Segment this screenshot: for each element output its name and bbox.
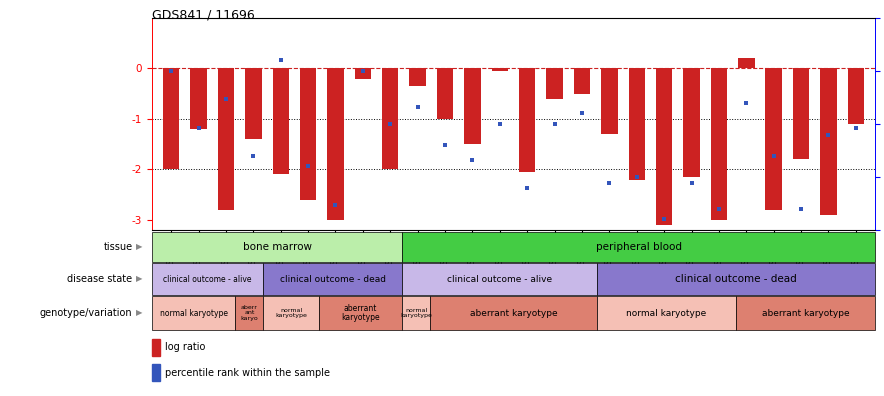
Bar xyxy=(629,69,645,179)
Text: clinical outcome - alive: clinical outcome - alive xyxy=(447,274,552,284)
Bar xyxy=(848,69,864,124)
Text: GDS841 / 11696: GDS841 / 11696 xyxy=(152,8,255,21)
Bar xyxy=(793,69,809,159)
Text: peripheral blood: peripheral blood xyxy=(596,242,682,252)
Text: aberr
ant
karyo: aberr ant karyo xyxy=(240,305,258,321)
Text: bone marrow: bone marrow xyxy=(242,242,312,252)
Bar xyxy=(431,296,597,330)
Text: genotype/variation: genotype/variation xyxy=(40,308,133,318)
Text: percentile rank within the sample: percentile rank within the sample xyxy=(165,367,330,377)
Bar xyxy=(382,69,399,169)
Text: normal
karyotype: normal karyotype xyxy=(400,308,432,318)
Bar xyxy=(597,296,736,330)
Bar xyxy=(519,69,536,172)
Bar xyxy=(820,69,836,215)
Bar xyxy=(327,69,344,220)
Text: normal
karyotype: normal karyotype xyxy=(275,308,307,318)
Bar xyxy=(190,69,207,129)
Bar xyxy=(152,364,160,381)
Text: clinical outcome - alive: clinical outcome - alive xyxy=(164,274,252,284)
Bar xyxy=(235,296,263,330)
Text: log ratio: log ratio xyxy=(165,343,205,352)
Text: ▶: ▶ xyxy=(136,308,142,318)
Bar xyxy=(597,263,875,295)
Bar xyxy=(711,69,728,220)
Bar xyxy=(263,263,402,295)
Bar xyxy=(402,232,875,262)
Bar xyxy=(766,69,781,210)
Text: ▶: ▶ xyxy=(136,242,142,251)
Bar xyxy=(300,69,316,200)
Bar xyxy=(263,296,319,330)
Bar xyxy=(272,69,289,175)
Bar xyxy=(402,263,597,295)
Bar xyxy=(163,69,179,169)
Bar xyxy=(152,263,263,295)
Bar xyxy=(354,69,371,78)
Bar xyxy=(409,69,426,86)
Text: aberrant karyotype: aberrant karyotype xyxy=(469,308,557,318)
Bar xyxy=(464,69,481,144)
Bar xyxy=(319,296,402,330)
Bar xyxy=(245,69,262,139)
Text: normal karyotype: normal karyotype xyxy=(627,308,706,318)
Bar xyxy=(736,296,875,330)
Bar xyxy=(546,69,563,99)
Text: aberrant
karyotype: aberrant karyotype xyxy=(341,304,380,322)
Bar xyxy=(492,69,508,71)
Text: clinical outcome - dead: clinical outcome - dead xyxy=(675,274,796,284)
Bar xyxy=(217,69,234,210)
Bar xyxy=(601,69,618,134)
Bar xyxy=(152,232,402,262)
Bar xyxy=(152,296,235,330)
Text: clinical outcome - dead: clinical outcome - dead xyxy=(279,274,385,284)
Bar xyxy=(402,296,431,330)
Bar xyxy=(574,69,591,94)
Bar xyxy=(683,69,700,177)
Text: aberrant karyotype: aberrant karyotype xyxy=(762,308,850,318)
Bar xyxy=(738,58,755,69)
Bar xyxy=(152,339,160,356)
Text: normal karyotype: normal karyotype xyxy=(160,308,228,318)
Bar xyxy=(656,69,673,225)
Text: disease state: disease state xyxy=(67,274,133,284)
Bar xyxy=(437,69,453,119)
Text: ▶: ▶ xyxy=(136,274,142,284)
Text: tissue: tissue xyxy=(103,242,133,252)
